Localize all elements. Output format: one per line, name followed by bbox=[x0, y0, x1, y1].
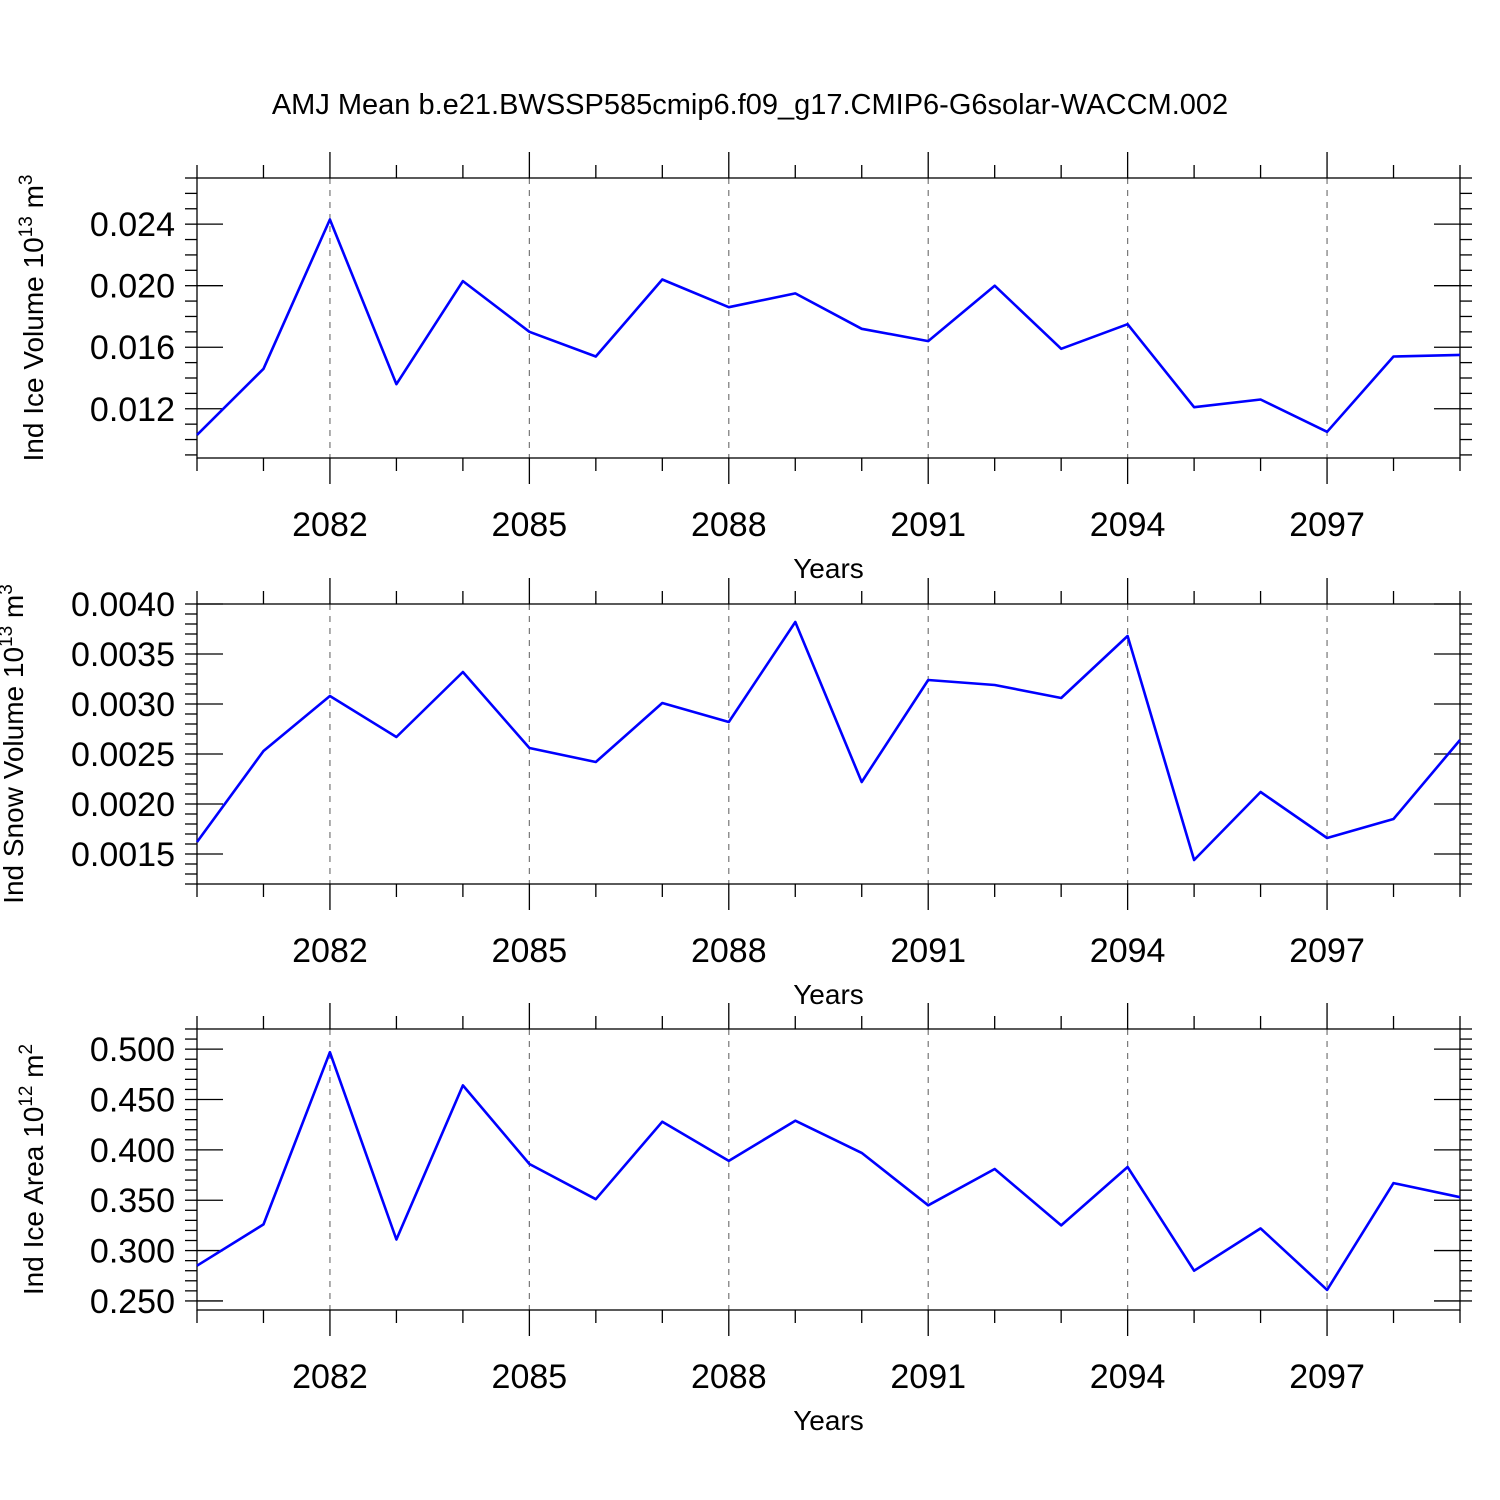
x-tick-label: 2088 bbox=[691, 506, 767, 544]
y-tick-label: 0.0040 bbox=[71, 586, 175, 624]
x-axis-label: Years bbox=[793, 553, 864, 584]
y-tick-label: 0.500 bbox=[90, 1031, 175, 1069]
y-axis-label-main: Ind Snow Volume 10 bbox=[0, 647, 29, 904]
plot-frame bbox=[197, 178, 1460, 458]
x-tick-label: 2091 bbox=[890, 506, 966, 544]
y-axis-label-unit-main: m bbox=[0, 595, 29, 626]
y-tick-label: 0.350 bbox=[90, 1182, 175, 1220]
y-axis-label-unit-exp: 2 bbox=[16, 1044, 37, 1055]
y-tick-label: 0.400 bbox=[90, 1132, 175, 1170]
x-tick-label: 2085 bbox=[492, 932, 568, 970]
y-tick-label: 0.0020 bbox=[71, 786, 175, 824]
x-tick-label: 2082 bbox=[292, 932, 368, 970]
plot-frame bbox=[197, 604, 1460, 884]
panel-snow-volume: 0.0015 0.0020 0.0025 0.0030 0.0035 0.0040 2082… bbox=[0, 578, 1472, 1010]
x-tick-label: 2085 bbox=[492, 506, 568, 544]
x-tick-label: 2097 bbox=[1289, 932, 1365, 970]
y-tick-label: 0.012 bbox=[90, 391, 175, 429]
y-axis-label-unit-exp: 3 bbox=[16, 175, 37, 186]
x-tick-label: 2094 bbox=[1090, 932, 1166, 970]
x-tick-label: 2082 bbox=[292, 506, 368, 544]
y-axis-label-exp: 12 bbox=[16, 1086, 37, 1107]
y-tick-label: 0.0015 bbox=[71, 836, 175, 874]
x-tick-label: 2088 bbox=[691, 932, 767, 970]
x-tick-label: 2094 bbox=[1090, 1358, 1166, 1396]
y-tick-label: 0.250 bbox=[90, 1283, 175, 1321]
series-line bbox=[197, 622, 1460, 860]
y-tick-label: 0.450 bbox=[90, 1082, 175, 1120]
y-axis-label-exp: 13 bbox=[0, 626, 17, 647]
x-tick-label: 2091 bbox=[890, 1358, 966, 1396]
y-tick-label: 0.0035 bbox=[71, 636, 175, 674]
x-tick-label: 2097 bbox=[1289, 1358, 1365, 1396]
y-tick-label: 0.0030 bbox=[71, 686, 175, 724]
x-axis-label: Years bbox=[793, 979, 864, 1010]
y-axis-label: Ind Ice Area 1012 m2 bbox=[16, 1044, 49, 1295]
y-tick-label: 0.0025 bbox=[71, 736, 175, 774]
y-axis-label-unit-main: m bbox=[18, 185, 49, 216]
y-tick-label: 0.300 bbox=[90, 1233, 175, 1271]
y-tick-label: 0.020 bbox=[90, 268, 175, 306]
x-tick-label: 2085 bbox=[492, 1358, 568, 1396]
y-axis-label: Ind Snow Volume 1013 m3 bbox=[0, 584, 29, 904]
y-axis-label-unit-main: m bbox=[18, 1054, 49, 1085]
y-tick-label: 0.024 bbox=[90, 206, 175, 244]
y-axis-label-main: Ind Ice Area 10 bbox=[18, 1107, 49, 1295]
y-axis-label-unit-exp: 3 bbox=[0, 584, 17, 595]
x-tick-label: 2082 bbox=[292, 1358, 368, 1396]
x-tick-label: 2088 bbox=[691, 1358, 767, 1396]
plot-frame bbox=[197, 1029, 1460, 1310]
y-tick-label: 0.016 bbox=[90, 329, 175, 367]
figure-title: AMJ Mean b.e21.BWSSP585cmip6.f09_g17.CMI… bbox=[272, 89, 1228, 121]
x-tick-label: 2097 bbox=[1289, 506, 1365, 544]
panel-ice-area: 0.250 0.300 0.350 0.400 0.450 0.500 2082 2085 20… bbox=[16, 1003, 1472, 1436]
series-line bbox=[197, 1052, 1460, 1290]
y-axis-label-exp: 13 bbox=[16, 216, 37, 237]
x-tick-label: 2094 bbox=[1090, 506, 1166, 544]
series-line bbox=[197, 220, 1460, 435]
y-axis-label: Ind Ice Volume 1013 m3 bbox=[16, 175, 49, 462]
x-axis-label: Years bbox=[793, 1405, 864, 1436]
y-axis-label-main: Ind Ice Volume 10 bbox=[18, 237, 49, 461]
x-tick-label: 2091 bbox=[890, 932, 966, 970]
panel-ice-volume: 0.012 0.016 0.020 0.024 2082 2085 2088 2091 2094… bbox=[16, 152, 1472, 584]
